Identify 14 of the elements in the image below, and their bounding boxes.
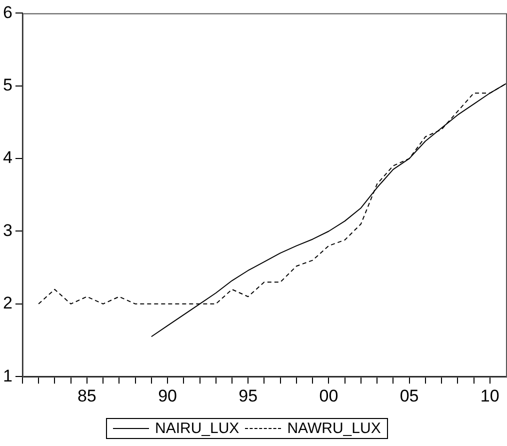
y-tick-label: 5 [2,76,12,95]
legend-label: NAIRU_LUX [155,420,240,437]
x-tick-label: 05 [400,386,419,406]
legend-label: NAWRU_LUX [287,420,381,437]
x-tick-label: 00 [319,386,338,406]
y-tick-label: 2 [2,294,12,313]
y-tick-label: 6 [2,2,12,22]
y-tick-label: 1 [2,366,12,386]
x-tick-label: 10 [480,386,500,406]
x-tick-label: 85 [77,386,96,406]
x-tick-label: 95 [238,386,258,406]
y-tick-label: 3 [2,220,12,240]
y-tick-label: 4 [2,148,12,168]
x-tick-label: 90 [158,386,177,406]
